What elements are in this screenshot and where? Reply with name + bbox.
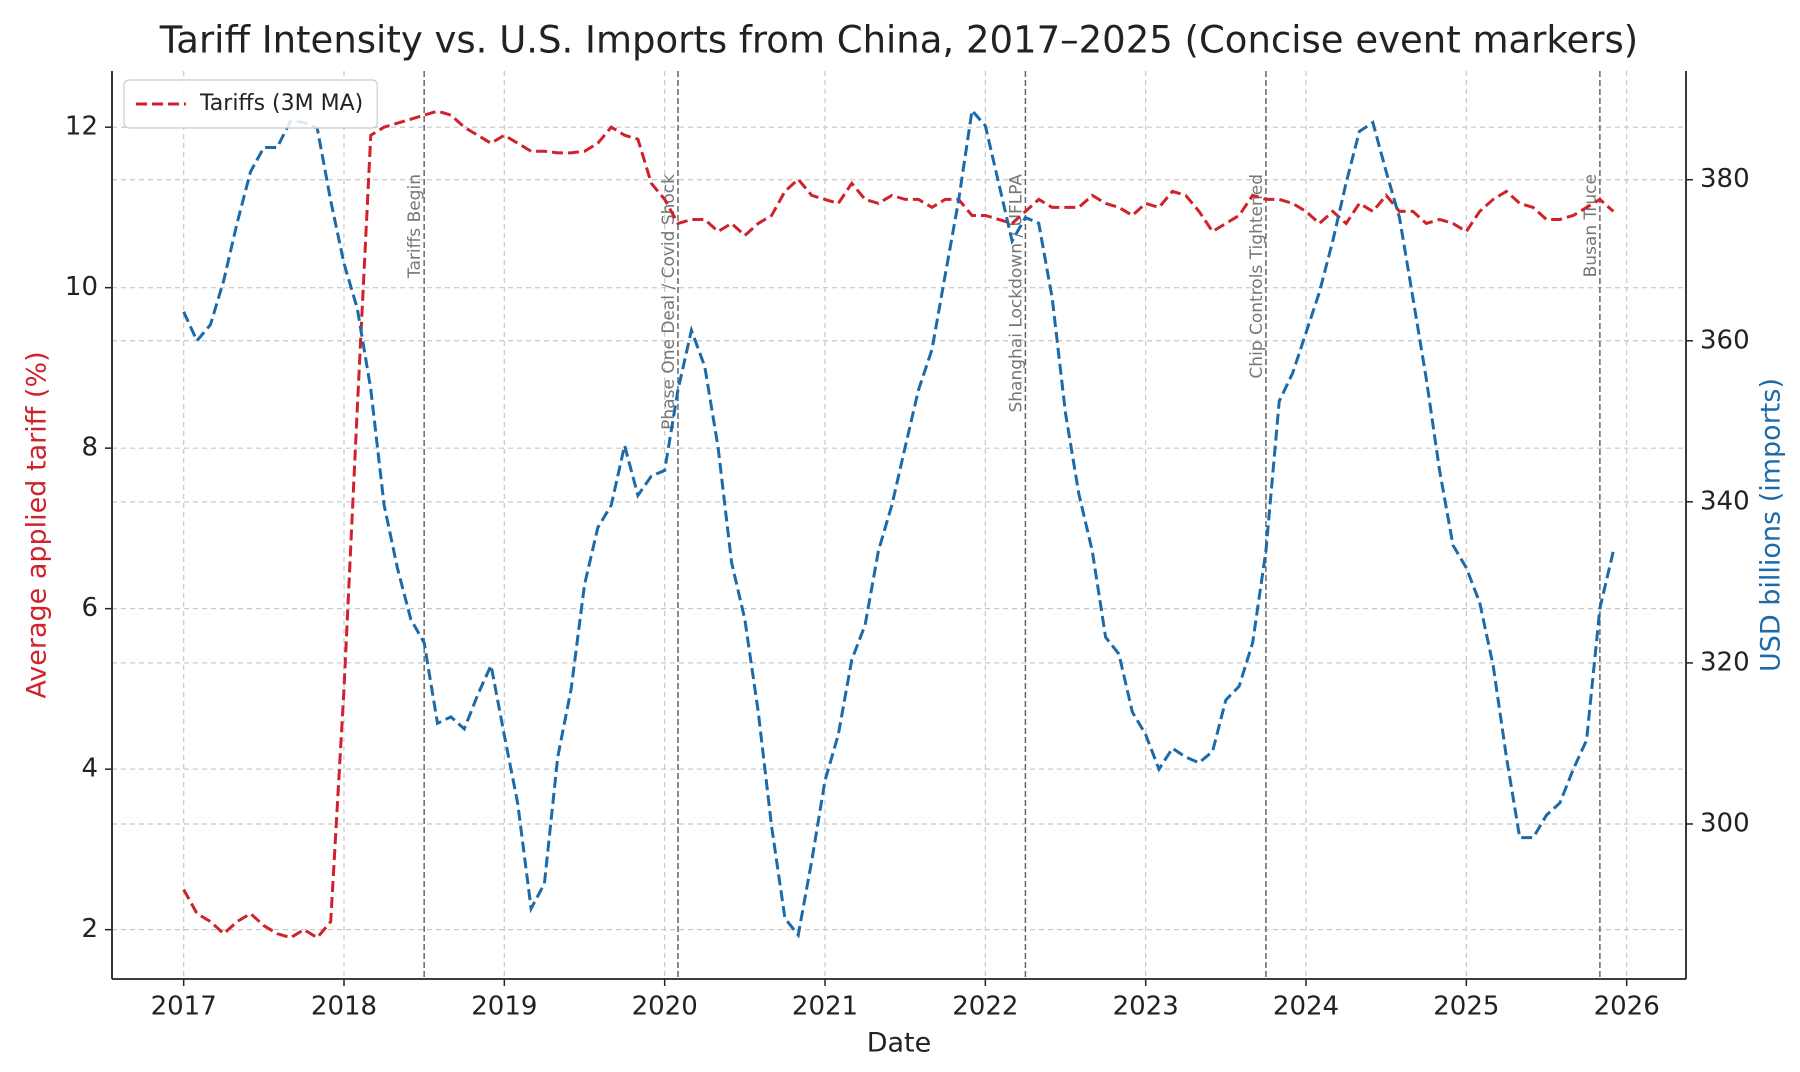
event-label: Busan Truce <box>1581 174 1601 277</box>
y-tick-label: 2 <box>81 914 98 944</box>
y2-tick-label: 300 <box>1700 808 1750 838</box>
x-axis-label: Date <box>867 1028 932 1059</box>
x-tick-label: 2023 <box>1113 992 1179 1022</box>
y-tick-label: 6 <box>81 593 98 623</box>
event-label: Shanghai Lockdown / UFLPA <box>1006 174 1026 413</box>
y2-tick-label: 340 <box>1700 486 1750 516</box>
x-tick-label: 2020 <box>632 992 698 1022</box>
event-label: Phase One Deal / Covid Shock <box>659 174 679 430</box>
x-tick-label: 2024 <box>1273 992 1339 1022</box>
x-tick-label: 2026 <box>1594 992 1660 1022</box>
y2-tick-label: 320 <box>1700 647 1750 677</box>
x-tick-label: 2017 <box>151 992 217 1022</box>
y2-tick-label: 360 <box>1700 325 1750 355</box>
legend-label: Tariffs (3M MA) <box>199 91 363 116</box>
series-line <box>182 107 1615 939</box>
y-tick-label: 4 <box>81 754 98 784</box>
y-tick-label: 8 <box>81 433 98 463</box>
event-label: Chip Controls Tightened <box>1247 174 1267 379</box>
x-tick-label: 2019 <box>471 992 537 1022</box>
y-tick-label: 10 <box>65 272 98 302</box>
legend <box>123 79 378 129</box>
y2-tick-label: 380 <box>1700 164 1750 194</box>
x-tick-label: 2021 <box>792 992 858 1022</box>
x-tick-label: 2025 <box>1433 992 1499 1022</box>
x-tick-label: 2022 <box>952 992 1018 1022</box>
series-line <box>182 109 1615 940</box>
y-tick-label: 12 <box>65 112 98 142</box>
event-label: Tariffs Begin <box>405 174 425 279</box>
y2-axis-label: USD billions (imports) <box>1756 378 1787 672</box>
y-axis-label: Average applied tariff (%) <box>22 351 53 698</box>
chart-title: Tariff Intensity vs. U.S. Imports from C… <box>159 19 1638 62</box>
x-tick-label: 2018 <box>311 992 377 1022</box>
